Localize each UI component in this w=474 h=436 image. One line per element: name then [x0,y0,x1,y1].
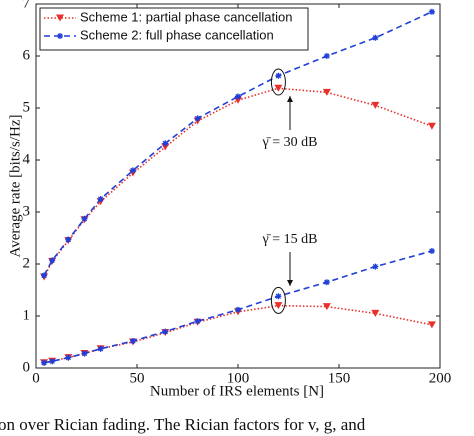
annotation: γ̄ = 15 dB [262,232,318,247]
y-tick-label: 5 [23,99,31,115]
marker [274,302,283,310]
marker [81,215,88,222]
marker [372,263,379,270]
y-tick-label: 1 [23,307,31,323]
marker [323,279,330,286]
marker [97,196,104,202]
marker [428,8,435,15]
marker [194,115,201,122]
y-tick-label: 6 [23,47,31,63]
marker [235,306,241,313]
legend-label: Scheme 2: full phase cancellation [80,27,274,42]
caption: on over Rician fading. The Rician factor… [0,415,366,434]
marker [56,14,64,22]
x-tick-label: 100 [227,370,250,386]
x-axis-label: Number of IRS elements [N] [150,383,324,399]
legend-label: Scheme 1: partial phase cancellation [80,9,292,24]
marker [97,345,104,352]
marker [194,318,201,325]
marker [274,84,283,92]
annotation-arrowhead [287,280,293,286]
y-axis-label: Average rate [bits/s/Hz] [7,115,23,258]
marker [162,140,169,147]
marker [322,88,331,96]
y-tick-label: 0 [23,359,31,375]
marker [323,53,330,59]
annotation-ellipse [270,286,286,314]
marker [49,358,56,365]
marker [428,248,435,254]
marker [322,303,331,311]
y-tick-label: 3 [23,203,31,219]
annotation: γ̄ = 30 dB [262,135,318,150]
x-tick-label: 150 [328,370,351,386]
marker [57,33,63,39]
marker [129,167,136,174]
marker [41,272,48,279]
marker [81,350,88,357]
marker [371,309,380,317]
x-tick-label: 200 [429,370,452,386]
marker [65,236,72,243]
y-tick-label: 2 [23,255,31,271]
marker [372,34,379,41]
marker [235,93,241,100]
annotation-arrowhead [287,96,293,102]
x-tick-label: 0 [32,370,40,386]
y-tick-label: 4 [23,151,31,167]
marker [65,354,72,361]
x-tick-label: 50 [130,370,145,386]
marker [129,337,136,344]
marker [275,293,282,300]
y-tick-label: 7 [23,0,31,11]
marker [371,101,380,109]
marker [49,257,56,264]
marker [41,359,48,366]
marker [427,122,436,130]
marker [162,328,169,335]
marker [427,321,436,329]
marker [275,72,282,79]
legend [39,7,309,51]
annotation-ellipse [270,68,286,96]
